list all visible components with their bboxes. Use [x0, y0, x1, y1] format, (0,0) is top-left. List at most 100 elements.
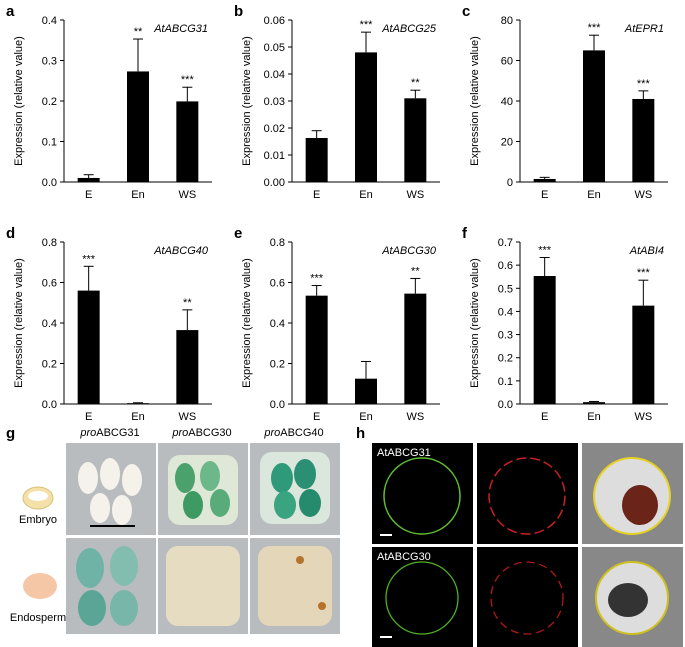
bar — [77, 177, 100, 182]
y-tick-label: 0.6 — [498, 260, 513, 272]
column-header: proABCG30 — [171, 427, 231, 439]
significance: *** — [637, 78, 651, 90]
chart-title: AtABCG25 — [381, 23, 437, 35]
panel-letter: d — [6, 225, 15, 242]
y-axis-label: Expression (relative value) — [13, 258, 25, 388]
x-tick-label: En — [131, 411, 144, 423]
header-name: ABCG31 — [96, 427, 139, 439]
y-tick-label: 0 — [507, 177, 513, 189]
bar — [355, 52, 377, 183]
bar — [176, 101, 199, 182]
y-tick-label: 40 — [501, 96, 513, 108]
x-tick-label: WS — [178, 189, 196, 201]
bar — [127, 403, 149, 404]
x-tick-label: E — [85, 189, 92, 201]
embryo-icon — [22, 486, 54, 510]
y-tick-label: 0.6 — [270, 278, 285, 290]
chart-title: AtEPR1 — [624, 23, 664, 35]
y-tick-label: 0.1 — [498, 376, 513, 388]
micrograph-label: AtABCG31 — [377, 447, 431, 459]
y-axis-label: Expression (relative value) — [469, 258, 481, 388]
x-tick-label: E — [85, 411, 92, 423]
y-tick-label: 0.3 — [42, 56, 57, 68]
chart-title: AtABI4 — [629, 245, 664, 257]
endosperm-icon — [23, 573, 57, 599]
y-tick-label: 0.2 — [270, 359, 285, 371]
y-tick-label: 0.2 — [42, 96, 57, 108]
significance: *** — [538, 245, 552, 257]
bar — [127, 71, 149, 182]
bar — [632, 98, 655, 182]
x-tick-label: E — [541, 189, 548, 201]
bar — [583, 50, 605, 182]
bar — [404, 293, 427, 404]
panel-letter: e — [234, 225, 242, 242]
bar — [355, 378, 377, 404]
panel-letter: c — [462, 3, 470, 20]
significance: ** — [134, 26, 143, 38]
column-header: proABCG40 — [263, 427, 323, 439]
x-tick-label: E — [313, 411, 320, 423]
y-tick-label: 20 — [501, 137, 513, 149]
y-tick-label: 0.8 — [270, 237, 285, 249]
y-tick-label: 0.6 — [42, 278, 57, 290]
chart-title: AtABCG40 — [153, 245, 209, 257]
x-tick-label: E — [541, 411, 548, 423]
x-tick-label: WS — [178, 411, 196, 423]
significance: ** — [411, 265, 420, 277]
panel-letter: f — [462, 225, 468, 242]
column-header: proABCG31 — [79, 427, 139, 439]
header-name: ABCG30 — [188, 427, 231, 439]
x-tick-label: En — [359, 189, 372, 201]
y-tick-label: 0.3 — [498, 330, 513, 342]
y-tick-label: 0.4 — [498, 306, 513, 318]
y-tick-label: 80 — [501, 15, 513, 27]
micrograph-label: AtABCG30 — [377, 551, 431, 563]
panel-letter: g — [6, 425, 15, 442]
x-tick-label: WS — [406, 411, 424, 423]
y-tick-label: 60 — [501, 56, 513, 68]
bar — [404, 98, 427, 182]
header-prefix: pro — [79, 427, 96, 439]
y-tick-label: 0.00 — [264, 177, 285, 189]
y-tick-label: 0.0 — [498, 399, 513, 411]
micrograph-grid — [372, 443, 683, 647]
x-tick-label: En — [587, 189, 600, 201]
bar — [583, 402, 605, 404]
y-tick-label: 0.0 — [42, 177, 57, 189]
panel-letter: a — [6, 3, 15, 20]
bar — [632, 305, 655, 404]
y-tick-label: 0.0 — [270, 399, 285, 411]
bar — [305, 295, 328, 404]
header-name: ABCG40 — [280, 427, 323, 439]
panel-letter: h — [356, 425, 365, 442]
y-tick-label: 0.1 — [42, 137, 57, 149]
x-tick-label: En — [359, 411, 372, 423]
significance: *** — [637, 267, 651, 279]
y-tick-label: 0.4 — [42, 318, 57, 330]
panel-letter: b — [234, 3, 243, 20]
x-tick-label: WS — [634, 411, 652, 423]
chart-title: AtABCG31 — [153, 23, 208, 35]
y-tick-label: 0.02 — [264, 123, 285, 135]
y-tick-label: 0.7 — [498, 237, 513, 249]
y-axis-label: Expression (relative value) — [241, 258, 253, 388]
y-tick-label: 0.4 — [42, 15, 57, 27]
y-tick-label: 0.01 — [264, 150, 285, 162]
y-tick-label: 0.05 — [264, 42, 285, 54]
y-axis-label: Expression (relative value) — [13, 36, 25, 166]
x-tick-label: WS — [406, 189, 424, 201]
significance: ** — [183, 297, 192, 309]
y-tick-label: 0.04 — [264, 69, 285, 81]
y-tick-label: 0.2 — [42, 359, 57, 371]
significance: *** — [181, 74, 195, 86]
y-tick-label: 0.0 — [42, 399, 57, 411]
x-tick-label: E — [313, 189, 320, 201]
bar — [533, 178, 556, 182]
y-tick-label: 0.06 — [264, 15, 285, 27]
y-axis-label: Expression (relative value) — [469, 36, 481, 166]
bar — [77, 290, 100, 404]
x-tick-label: En — [587, 411, 600, 423]
y-tick-label: 0.8 — [42, 237, 57, 249]
